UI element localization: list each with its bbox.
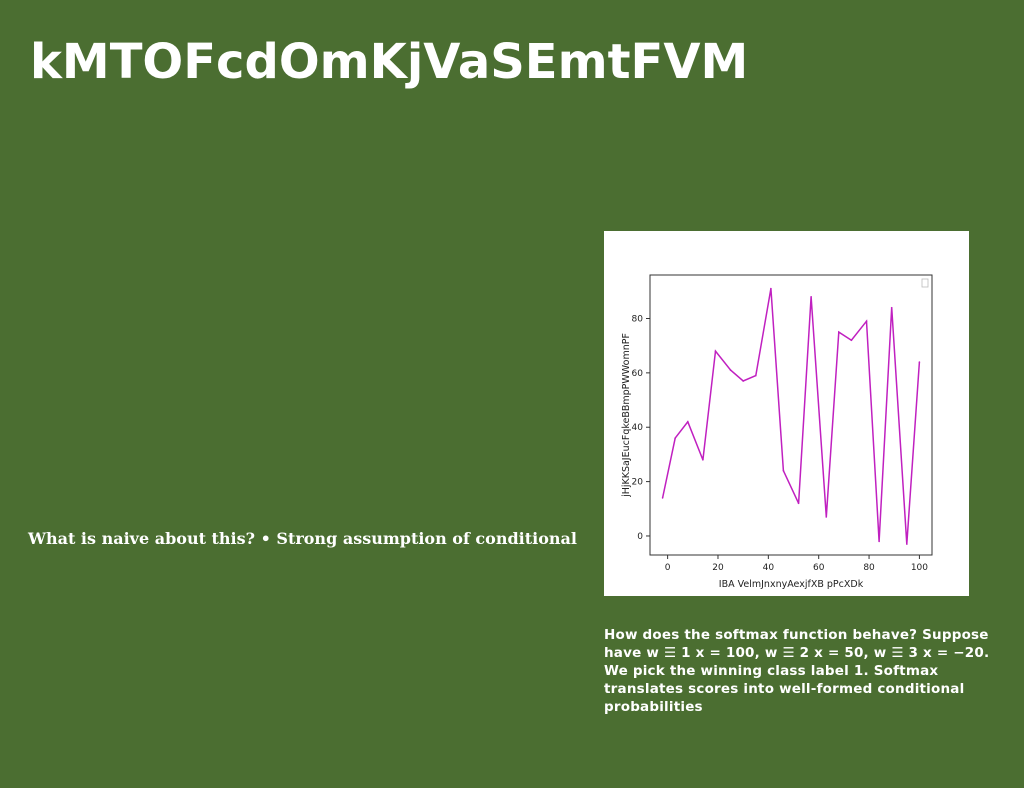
data-point xyxy=(755,375,757,377)
data-point xyxy=(702,459,704,461)
data-point xyxy=(674,437,676,439)
x-axis-label: IBA VelmJnxnyAexjfXB pPcXDk xyxy=(719,579,864,590)
data-point xyxy=(715,350,717,352)
y-axis-label: jHjKKSaJEucFqkeBBmpPWWomnPF xyxy=(621,333,632,498)
y-tick-label: 40 xyxy=(632,423,644,433)
y-tick-label: 0 xyxy=(637,532,643,542)
y-tick-label: 20 xyxy=(632,478,644,488)
legend-box xyxy=(922,279,928,287)
data-point xyxy=(891,307,893,309)
x-tick-label: 80 xyxy=(863,563,875,573)
bullet-text: What is naive about this? • Strong assum… xyxy=(28,529,577,548)
data-point xyxy=(798,503,800,505)
y-tick-label: 60 xyxy=(632,369,644,379)
x-tick-label: 40 xyxy=(763,563,775,573)
data-point xyxy=(742,380,744,382)
x-tick-label: 0 xyxy=(665,563,671,573)
data-point xyxy=(770,288,772,290)
data-point xyxy=(906,543,908,545)
plot-frame xyxy=(650,275,932,555)
data-point xyxy=(783,470,785,472)
series-line xyxy=(663,289,920,544)
chart-panel: 0 20 40 60 80 100 0 20 40 60 80 IBA VelmJnxnyAexjf… xyxy=(604,231,969,596)
caption-text: How does the softmax function behave? Su… xyxy=(604,626,1016,716)
data-point xyxy=(662,497,664,499)
data-point xyxy=(919,361,921,363)
data-point xyxy=(838,331,840,333)
data-point xyxy=(851,339,853,341)
y-tick-label: 80 xyxy=(632,314,644,324)
line-chart: 0 20 40 60 80 100 0 20 40 60 80 IBA VelmJnxnyAexjf… xyxy=(604,231,969,596)
slide-title: kMTOFcdOmKjVaSEmtFVM xyxy=(30,34,748,90)
data-point xyxy=(866,320,868,322)
data-point xyxy=(687,421,689,423)
data-point xyxy=(810,296,812,298)
data-point xyxy=(730,369,732,371)
x-tick-label: 100 xyxy=(911,563,928,573)
data-point xyxy=(878,541,880,543)
data-point xyxy=(825,516,827,518)
x-tick-label: 20 xyxy=(712,563,724,573)
x-tick-label: 60 xyxy=(813,563,825,573)
